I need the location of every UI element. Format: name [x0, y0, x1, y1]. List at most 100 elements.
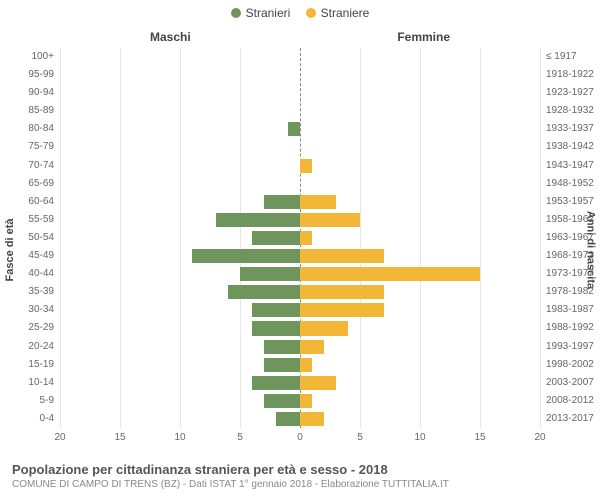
- pyramid-row: 60-641953-1957: [60, 193, 540, 211]
- birth-year-label: 1943-1947: [546, 160, 594, 171]
- bar-female: [300, 249, 384, 263]
- age-label: 95-99: [28, 69, 54, 80]
- chart-subtitle: COMUNE DI CAMPO DI TRENS (BZ) - Dati IST…: [12, 479, 449, 490]
- bar-female: [300, 267, 480, 281]
- legend-item-female: Straniere: [306, 6, 370, 20]
- pyramid-row: 75-791938-1942: [60, 138, 540, 156]
- age-label: 30-34: [28, 304, 54, 315]
- birth-year-label: 1918-1922: [546, 69, 594, 80]
- birth-year-label: 1978-1982: [546, 286, 594, 297]
- bar-female: [300, 285, 384, 299]
- age-label: 65-69: [28, 178, 54, 189]
- x-tick-label: 15: [114, 432, 125, 443]
- bar-male: [192, 249, 300, 263]
- age-label: 5-9: [40, 395, 54, 406]
- bar-male: [240, 267, 300, 281]
- pyramid-row: 50-541963-1967: [60, 229, 540, 247]
- x-tick-label: 0: [297, 432, 303, 443]
- pyramid-row: 100+≤ 1917: [60, 48, 540, 66]
- age-label: 15-19: [28, 359, 54, 370]
- pyramid-row: 15-191998-2002: [60, 356, 540, 374]
- age-label: 0-4: [40, 413, 54, 424]
- birth-year-label: 1988-1992: [546, 322, 594, 333]
- pyramid-row: 35-391978-1982: [60, 283, 540, 301]
- pyramid-row: 5-92008-2012: [60, 392, 540, 410]
- bar-female: [300, 195, 336, 209]
- plot-area: 201510505101520100+≤ 191795-991918-19229…: [60, 48, 540, 428]
- pyramid-row: 90-941923-1927: [60, 84, 540, 102]
- bar-male: [264, 195, 300, 209]
- x-tick-label: 10: [174, 432, 185, 443]
- birth-year-label: 1933-1937: [546, 123, 594, 134]
- birth-year-label: 2013-2017: [546, 413, 594, 424]
- age-label: 85-89: [28, 105, 54, 116]
- age-label: 20-24: [28, 341, 54, 352]
- birth-year-label: 2008-2012: [546, 395, 594, 406]
- chart-title: Popolazione per cittadinanza straniera p…: [12, 462, 449, 477]
- column-header-left: Maschi: [150, 30, 191, 44]
- age-label: 35-39: [28, 286, 54, 297]
- chart-footer: Popolazione per cittadinanza straniera p…: [12, 462, 449, 490]
- column-header-right: Femmine: [397, 30, 450, 44]
- y-axis-title-left: Fasce di età: [4, 219, 16, 282]
- age-label: 10-14: [28, 377, 54, 388]
- x-tick-label: 20: [54, 432, 65, 443]
- bar-female: [300, 358, 312, 372]
- age-label: 25-29: [28, 322, 54, 333]
- bar-female: [300, 213, 360, 227]
- age-label: 40-44: [28, 268, 54, 279]
- pyramid-row: 25-291988-1992: [60, 319, 540, 337]
- birth-year-label: 1938-1942: [546, 141, 594, 152]
- birth-year-label: 1953-1957: [546, 196, 594, 207]
- x-tick-label: 15: [474, 432, 485, 443]
- bar-male: [276, 412, 300, 426]
- legend: Stranieri Straniere: [0, 6, 600, 21]
- age-label: 70-74: [28, 160, 54, 171]
- birth-year-label: 1998-2002: [546, 359, 594, 370]
- pyramid-row: 30-341983-1987: [60, 301, 540, 319]
- x-tick-label: 10: [414, 432, 425, 443]
- bar-female: [300, 394, 312, 408]
- bar-male: [216, 213, 300, 227]
- pyramid-row: 95-991918-1922: [60, 66, 540, 84]
- pyramid-row: 55-591958-1962: [60, 211, 540, 229]
- bar-female: [300, 340, 324, 354]
- age-label: 80-84: [28, 123, 54, 134]
- bar-female: [300, 376, 336, 390]
- pyramid-row: 80-841933-1937: [60, 120, 540, 138]
- bar-male: [228, 285, 300, 299]
- pyramid-row: 70-741943-1947: [60, 157, 540, 175]
- x-tick-label: 20: [534, 432, 545, 443]
- birth-year-label: 2003-2007: [546, 377, 594, 388]
- legend-label-male: Stranieri: [246, 6, 291, 20]
- legend-swatch-female: [306, 8, 316, 18]
- bar-female: [300, 412, 324, 426]
- birth-year-label: 1958-1962: [546, 214, 594, 225]
- age-label: 55-59: [28, 214, 54, 225]
- birth-year-label: 1948-1952: [546, 178, 594, 189]
- pyramid-row: 20-241993-1997: [60, 338, 540, 356]
- bar-male: [252, 376, 300, 390]
- birth-year-label: 1973-1977: [546, 268, 594, 279]
- age-label: 60-64: [28, 196, 54, 207]
- age-label: 75-79: [28, 141, 54, 152]
- bar-male: [252, 321, 300, 335]
- bar-female: [300, 231, 312, 245]
- pyramid-row: 0-42013-2017: [60, 410, 540, 428]
- pyramid-row: 65-691948-1952: [60, 175, 540, 193]
- pyramid-row: 85-891928-1932: [60, 102, 540, 120]
- bar-male: [264, 340, 300, 354]
- birth-year-label: 1968-1972: [546, 250, 594, 261]
- birth-year-label: 1993-1997: [546, 341, 594, 352]
- bar-female: [300, 159, 312, 173]
- birth-year-label: ≤ 1917: [546, 51, 577, 62]
- bar-female: [300, 303, 384, 317]
- grid-line: [540, 48, 541, 428]
- bar-male: [264, 394, 300, 408]
- x-tick-label: 5: [357, 432, 363, 443]
- age-label: 50-54: [28, 232, 54, 243]
- bar-male: [288, 122, 300, 136]
- age-label: 90-94: [28, 87, 54, 98]
- birth-year-label: 1983-1987: [546, 304, 594, 315]
- legend-item-male: Stranieri: [231, 6, 291, 20]
